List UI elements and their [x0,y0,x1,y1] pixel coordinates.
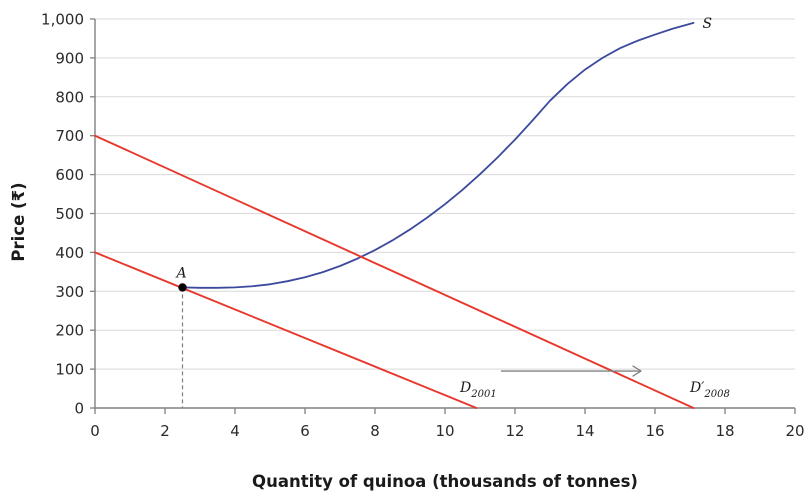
x-axis-title: Quantity of quinoa (thousands of tonnes) [252,472,638,491]
gridlines [95,18,795,370]
x-axis-ticks [94,408,796,414]
x-axis-tick-label: 14 [575,422,594,440]
y-axis-tick-label: 400 [55,244,84,262]
x-axis-tick-label: 10 [435,422,454,440]
x-axis-tick-labels: 0 2 4 6 8 10 12 14 16 18 20 [90,422,804,440]
demand-2008-label-subscript: 2008 [703,389,729,400]
series-s [181,21,695,289]
demand-2001-label-subscript: 2001 [470,389,496,400]
y-axis-tick-label: 500 [55,205,84,223]
y-axis-tick-label: 1,000 [41,11,84,29]
x-axis-tick-label: 16 [645,422,664,440]
curve-labels: S D2001 D′2008 [459,16,730,400]
x-axis-tick-label: 4 [230,422,240,440]
shift-arrow-head [632,365,642,377]
y-axis-ticks [90,18,95,409]
y-axis-tick-label: 600 [55,166,84,184]
series-d2008 [94,134,695,409]
series-d2001 [94,251,478,409]
demand-2008-label: D′2008 [689,380,730,400]
y-axis-tick-label: 700 [55,127,84,145]
point-a-label: A [174,265,186,281]
x-axis-tick-label: 2 [160,422,170,440]
y-axis-tick-label: 100 [55,361,84,379]
supply-curve-label: S [703,16,713,32]
y-axis-tick-label: 200 [55,322,84,340]
y-axis-tick-labels: 0 100 200 300 400 500 600 700 800 900 1,000 [41,11,84,418]
x-axis-tick-label: 18 [715,422,734,440]
y-axis-tick-label: 800 [55,88,84,106]
x-axis-tick-label: 12 [505,422,524,440]
y-axis-tick-label: 900 [55,49,84,67]
x-axis-tick-label: 0 [90,422,100,440]
y-axis-tick-label: 0 [74,400,84,418]
point-a-marker [178,283,187,292]
y-axis-tick-label: 300 [55,283,84,301]
y-axis-title: Price (₹) [9,182,28,261]
annotation-layer: A [174,265,642,408]
x-axis-tick-label: 20 [785,422,804,440]
series-layer [94,21,695,409]
x-axis-tick-label: 6 [300,422,310,440]
demand-2001-label: D2001 [459,380,497,400]
x-axis-tick-label: 8 [370,422,380,440]
